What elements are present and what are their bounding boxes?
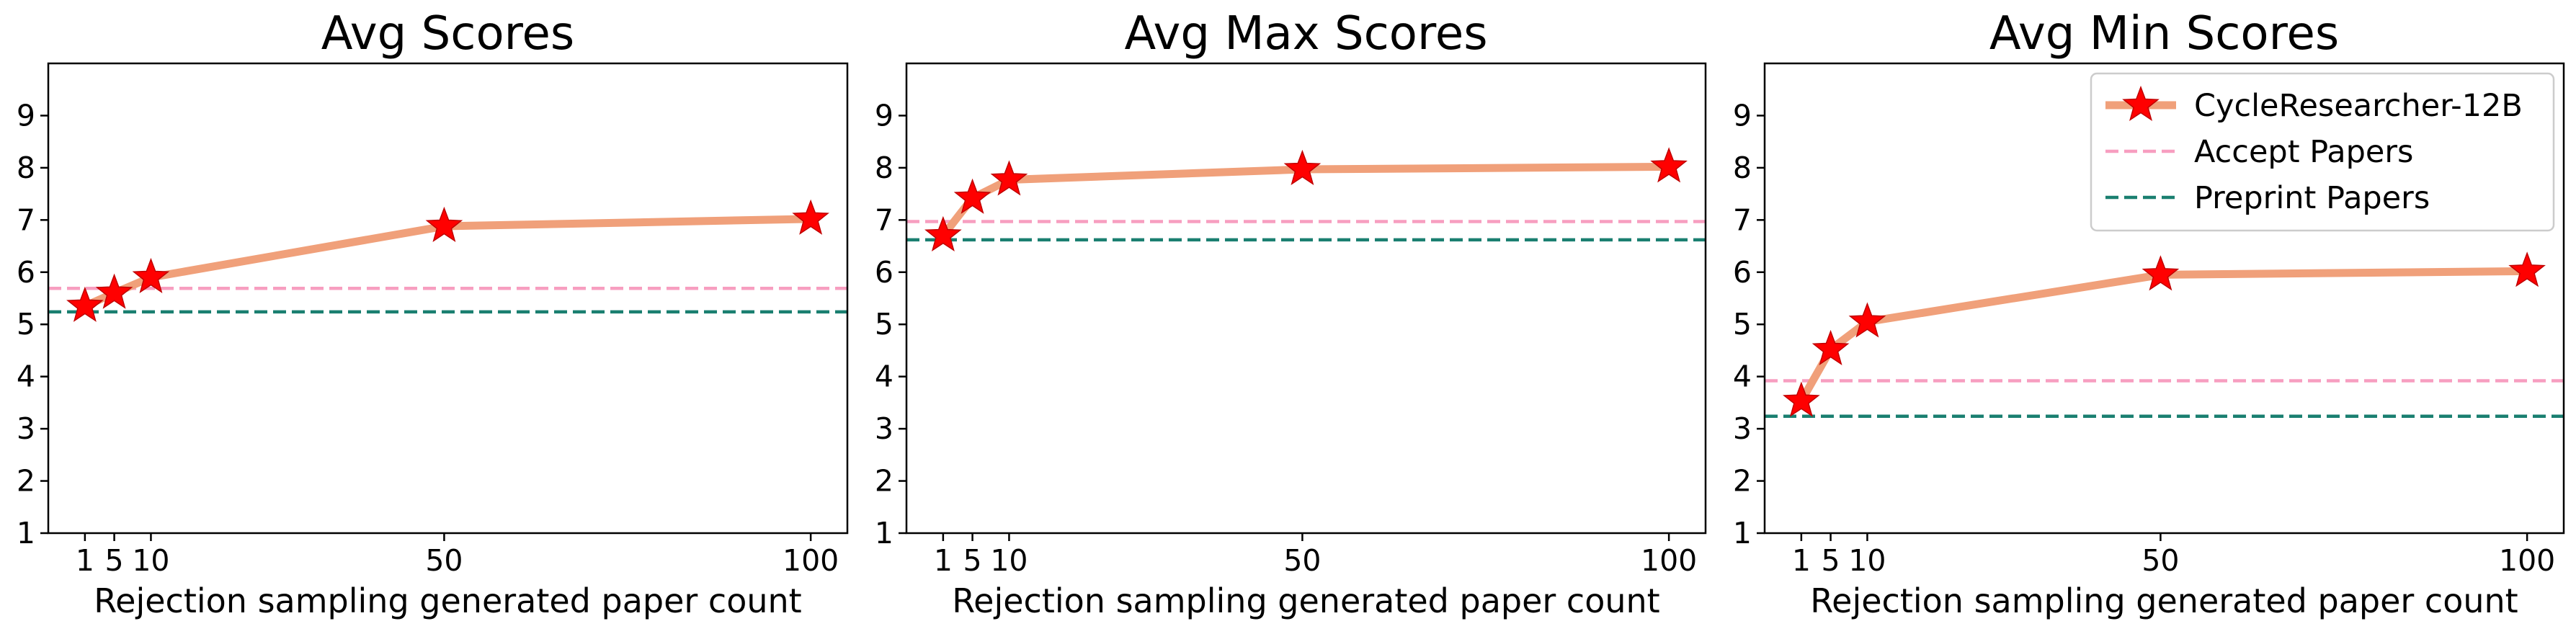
chart-title: Avg Min Scores: [1989, 7, 2339, 61]
y-tick-label: 5: [1733, 307, 1752, 341]
data-point-marker: [924, 215, 962, 252]
x-tick-label: 5: [963, 543, 982, 578]
y-tick-label: 6: [1733, 255, 1752, 290]
data-point-marker: [95, 273, 133, 309]
data-point-marker: [425, 206, 463, 242]
x-tick-label: 10: [132, 543, 169, 578]
legend-label: Accept Papers: [2194, 134, 2413, 170]
y-tick-label: 1: [17, 516, 35, 550]
y-tick-label: 1: [875, 516, 893, 550]
y-tick-label: 8: [1733, 151, 1752, 185]
axes-frame: [1763, 62, 2565, 535]
y-tick-label: 7: [875, 202, 893, 237]
y-tick-label: 9: [1733, 98, 1752, 133]
data-point-marker: [132, 257, 170, 293]
data-point-marker: [792, 199, 829, 235]
y-tick-label: 1: [1733, 516, 1752, 550]
x-tick-label: 10: [1848, 543, 1886, 578]
y-tick-label: 2: [1733, 464, 1752, 499]
x-tick-label: 100: [2499, 543, 2555, 578]
axes-frame: [47, 62, 849, 535]
y-tick-label: 8: [875, 151, 893, 185]
data-point-marker: [1811, 329, 1850, 365]
x-tick-label: 100: [1641, 543, 1697, 578]
y-tick-label: 3: [1733, 411, 1752, 446]
y-tick-label: 7: [17, 202, 35, 237]
y-tick-label: 7: [1733, 202, 1752, 237]
y-tick-label: 5: [17, 307, 35, 341]
legend-box: [2090, 72, 2555, 232]
x-tick-label: 100: [783, 543, 839, 578]
data-point-marker: [1783, 381, 1820, 417]
x-tick-label: 50: [425, 543, 463, 578]
data-point-marker: [1283, 149, 1322, 186]
y-tick-label: 4: [17, 360, 35, 394]
x-axis-label: Rejection sampling generated paper count: [952, 581, 1659, 620]
y-tick-label: 4: [875, 360, 893, 394]
legend-star-marker: [2122, 85, 2160, 121]
data-point-marker: [2508, 251, 2546, 287]
y-tick-label: 5: [875, 307, 893, 341]
data-point-marker: [953, 178, 991, 214]
y-tick-label: 4: [1733, 360, 1752, 394]
y-tick-label: 6: [875, 255, 893, 290]
x-tick-label: 1: [934, 543, 953, 578]
x-tick-label: 5: [1822, 543, 1840, 578]
legend: CycleResearcher-12B Accept Papers Preprint…: [2090, 72, 2555, 232]
data-point-marker: [990, 160, 1028, 196]
y-tick-label: 3: [875, 411, 893, 446]
data-point-marker: [2142, 255, 2180, 291]
y-tick-label: 8: [17, 151, 35, 185]
axes-frame: [905, 62, 1707, 535]
y-tick-label: 2: [17, 464, 35, 499]
x-tick-label: 1: [76, 543, 94, 578]
x-tick-label: 50: [2142, 543, 2179, 578]
x-tick-label: 10: [990, 543, 1028, 578]
data-point-marker: [66, 286, 104, 322]
y-tick-label: 3: [17, 411, 35, 446]
chart-title: Avg Scores: [321, 7, 574, 61]
data-point-marker: [1650, 147, 1688, 183]
x-axis-label: Rejection sampling generated paper count: [1810, 581, 2518, 620]
x-tick-label: 50: [1283, 543, 1321, 578]
y-tick-label: 9: [17, 98, 35, 133]
legend-label: CycleResearcher-12B: [2194, 88, 2523, 124]
x-tick-label: 5: [105, 543, 124, 578]
y-tick-label: 9: [875, 98, 893, 133]
legend-label: Preprint Papers: [2194, 180, 2430, 216]
chart-title: Avg Max Scores: [1124, 7, 1487, 61]
data-point-marker: [1848, 302, 1886, 338]
y-tick-label: 6: [17, 255, 35, 290]
y-tick-label: 2: [875, 464, 893, 499]
x-tick-label: 1: [1792, 543, 1811, 578]
x-axis-label: Rejection sampling generated paper count: [94, 581, 801, 620]
